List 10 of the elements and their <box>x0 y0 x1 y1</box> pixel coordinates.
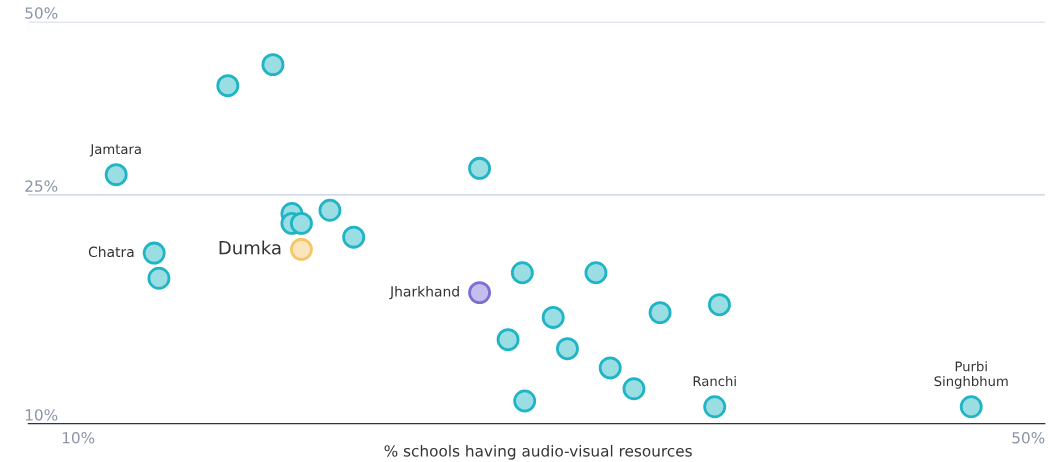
y-tick-label: 50% <box>25 7 58 19</box>
annotation: Jamtara <box>89 144 141 157</box>
x-axis-title: % schools having audio-visual resources <box>384 444 692 460</box>
annotation: Ranchi <box>693 375 736 387</box>
annotation: Jharkhand <box>389 285 459 300</box>
y-tick-label: 25% <box>25 180 58 192</box>
annotation: Dumka <box>219 240 281 255</box>
annotation: Chatra <box>88 246 134 258</box>
annotation: Purbi Singhbhum <box>934 361 1008 389</box>
y-tick-label: 10% <box>25 409 58 421</box>
